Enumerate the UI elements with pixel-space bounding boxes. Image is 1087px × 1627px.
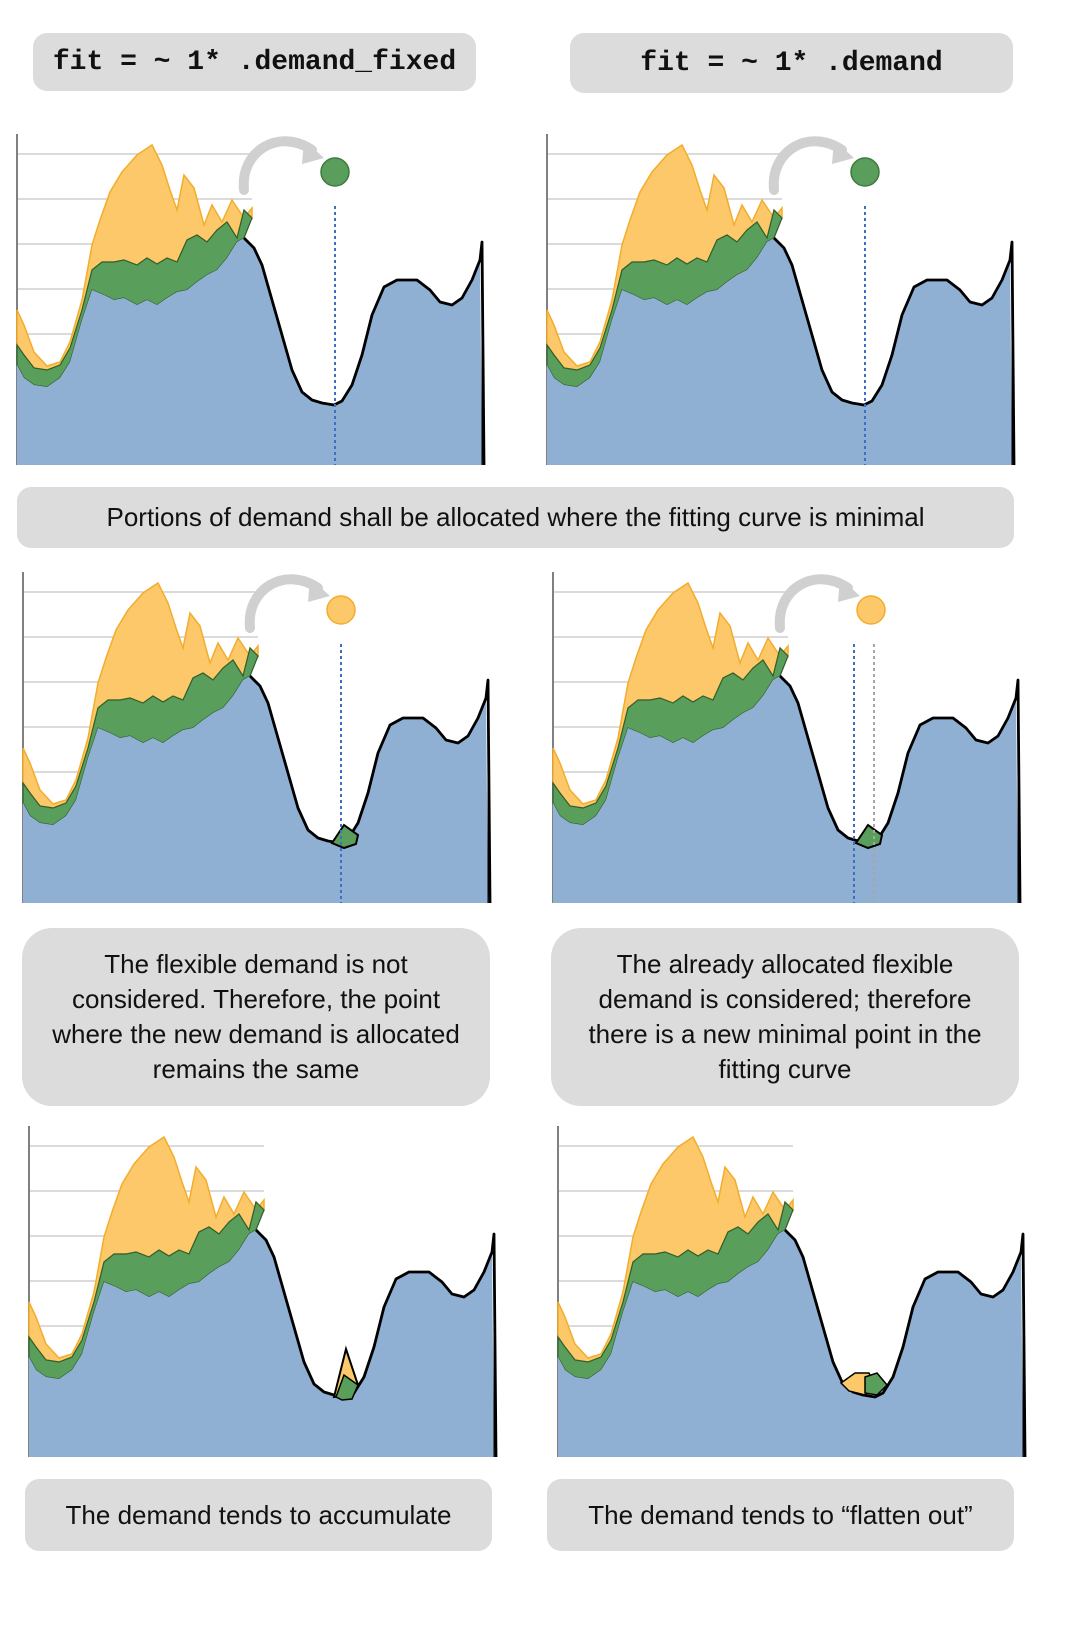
curved-arrow-icon (768, 136, 847, 195)
arrow-head-icon (308, 578, 330, 602)
fixed-demand-area (553, 676, 1018, 903)
fitting-curve-line (784, 1229, 1027, 1458)
chart-panel-row3-left (24, 1122, 524, 1482)
header-fit-demand: fit = ~ 1* .demand (570, 33, 1013, 93)
fitting-curve-line (249, 675, 492, 904)
demand-chart (552, 572, 1022, 904)
caption-flexible-not-considered: The flexible demand is not considered. T… (22, 928, 490, 1106)
allocated-demand-bump (854, 823, 884, 850)
fixed-demand-area (23, 676, 488, 903)
fitting-curve-line (779, 675, 1022, 904)
flattened-green-bump (864, 1372, 889, 1396)
orange-demand-dot-icon (326, 595, 356, 625)
curved-arrow-icon (774, 574, 853, 633)
accumulated-green-bump (335, 1373, 359, 1401)
header-fit-demand-fixed: fit = ~ 1* .demand_fixed (33, 33, 476, 91)
arrow-head-icon (838, 578, 860, 602)
arrow-head-icon (302, 140, 324, 164)
fixed-demand-area (29, 1230, 494, 1457)
flexible-demand-green-area (557, 1200, 794, 1380)
arrow-head-icon (832, 140, 854, 164)
chart-panel-row1-right (542, 130, 1042, 490)
fixed-demand-area (17, 238, 482, 465)
fitting-curve-line (255, 1229, 498, 1458)
demand-chart (22, 572, 492, 904)
caption-demand-accumulates: The demand tends to accumulate (25, 1479, 492, 1551)
green-demand-dot-icon (320, 157, 350, 187)
demand-chart (28, 1126, 498, 1458)
demand-chart (16, 134, 486, 466)
flexible-demand-green-area (546, 208, 783, 388)
chart-panel-row3-right (553, 1122, 1053, 1482)
demand-chart (557, 1126, 1027, 1458)
caption-allocation-rule: Portions of demand shall be allocated wh… (17, 487, 1014, 548)
fixed-demand-area (547, 238, 1012, 465)
curved-arrow-icon (244, 574, 323, 633)
allocated-demand-bump (330, 823, 360, 850)
orange-demand-dot-icon (856, 595, 886, 625)
chart-panel-row2-left (18, 568, 518, 928)
caption-demand-flattens: The demand tends to “flatten out” (547, 1479, 1014, 1551)
demand-chart (546, 134, 1016, 466)
fitting-curve-line (773, 237, 1016, 466)
chart-panel-row2-right (548, 568, 1048, 928)
fitting-curve-line (243, 237, 486, 466)
chart-panel-row1-left (12, 130, 512, 490)
caption-flexible-considered: The already allocated flexible demand is… (551, 928, 1019, 1106)
flexible-demand-green-area (552, 646, 789, 826)
green-demand-dot-icon (850, 157, 880, 187)
curved-arrow-icon (238, 136, 317, 195)
fixed-demand-area (558, 1230, 1023, 1457)
